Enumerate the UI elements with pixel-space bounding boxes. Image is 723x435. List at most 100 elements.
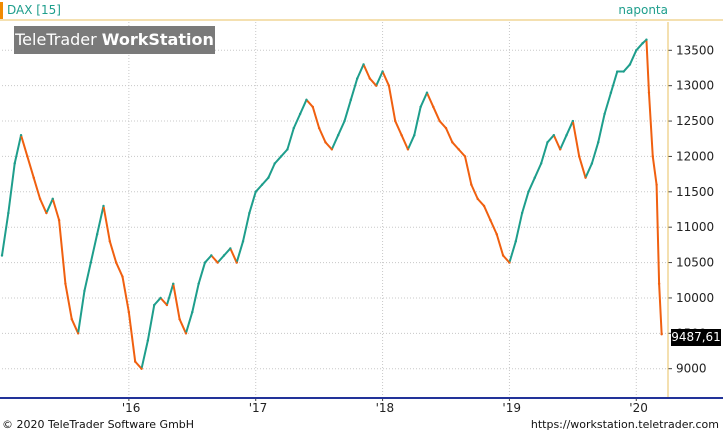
series-segment — [565, 120, 574, 137]
data-point — [584, 176, 587, 179]
data-point — [210, 254, 213, 257]
y-tick-label: 13500 — [676, 43, 714, 57]
x-tick-label: '20 — [629, 401, 648, 415]
series-segment — [514, 212, 524, 243]
data-point — [229, 247, 232, 250]
data-point — [222, 254, 226, 257]
footer-url[interactable]: https://workstation.teletrader.com — [530, 418, 719, 431]
x-tick-label: '17 — [249, 401, 268, 415]
data-point — [241, 240, 245, 243]
series-segment — [406, 134, 416, 151]
series-segment — [77, 289, 86, 335]
series-segment — [83, 261, 92, 292]
series-segment — [571, 120, 581, 158]
data-point — [514, 240, 517, 243]
series-segment — [527, 176, 536, 193]
data-point — [597, 141, 600, 144]
data-point — [159, 296, 162, 300]
instrument-title[interactable]: DAX [15] — [7, 3, 61, 17]
series-segment — [508, 240, 517, 264]
data-point — [267, 176, 270, 179]
teletrader-logo: TeleTrader WorkStation — [14, 26, 215, 54]
data-point — [127, 310, 131, 314]
y-tick-label: 12500 — [676, 114, 714, 128]
y-tick-label: 10000 — [676, 291, 714, 305]
data-point — [83, 289, 86, 293]
data-point — [178, 317, 181, 321]
y-tick-label: 11000 — [676, 220, 714, 234]
series-segment — [216, 254, 225, 264]
series-segment — [1, 212, 10, 257]
series-segment — [242, 212, 251, 243]
series-segment — [203, 254, 213, 264]
series-segment — [337, 120, 346, 137]
data-point — [121, 275, 124, 278]
data-point — [451, 141, 454, 144]
data-point — [400, 134, 403, 137]
series-segment — [658, 282, 663, 336]
data-point — [305, 98, 308, 102]
series-segment — [647, 91, 654, 158]
series-segment — [324, 141, 333, 151]
data-point — [26, 155, 29, 158]
y-tick-label: 10500 — [676, 256, 714, 270]
data-point — [7, 211, 10, 215]
data-point — [260, 183, 264, 186]
series-segment — [7, 162, 16, 215]
data-point — [501, 254, 505, 257]
data-point — [381, 70, 384, 73]
series-segment — [108, 240, 118, 264]
series-segment — [146, 304, 156, 342]
data-point — [38, 197, 42, 201]
series-segment — [483, 204, 492, 222]
data-point — [191, 310, 194, 314]
series-segment — [394, 120, 403, 137]
data-point — [203, 261, 207, 264]
series-segment — [318, 127, 327, 144]
data-point — [565, 134, 568, 137]
data-point — [64, 282, 67, 285]
data-point — [45, 211, 48, 215]
data-point — [432, 105, 435, 109]
series-segment — [229, 247, 238, 264]
instrument-color-marker — [0, 2, 3, 19]
series-segment — [280, 148, 289, 158]
series-segment — [292, 112, 302, 130]
series-segment — [495, 233, 505, 257]
data-point — [356, 77, 359, 80]
series-segment — [191, 282, 200, 314]
data-point — [362, 63, 365, 66]
series-segment — [343, 98, 352, 123]
series-segment — [362, 63, 371, 80]
series-segment — [387, 84, 397, 123]
data-point — [51, 197, 54, 201]
data-point — [438, 119, 441, 123]
data-point — [533, 176, 536, 179]
period-label[interactable]: naponta — [618, 3, 668, 17]
price-series — [0, 38, 663, 370]
series-segment — [13, 134, 23, 165]
series-segment — [102, 204, 111, 243]
series-segment — [521, 190, 530, 215]
data-point — [32, 176, 35, 179]
series-segment — [159, 296, 168, 307]
series-segment — [645, 38, 650, 94]
y-tick-label: 9000 — [676, 362, 707, 376]
data-point — [413, 134, 416, 137]
data-point — [520, 211, 524, 215]
data-point — [622, 70, 625, 73]
data-point — [655, 183, 658, 186]
series-segment — [20, 134, 29, 158]
data-point — [558, 148, 562, 151]
data-point — [394, 119, 397, 123]
series-segment — [121, 275, 130, 314]
data-point — [368, 77, 372, 80]
series-segment — [546, 134, 555, 144]
data-point — [641, 42, 644, 45]
series-segment — [609, 70, 619, 94]
data-point — [298, 112, 302, 116]
data-point — [57, 218, 61, 222]
series-segment — [533, 162, 543, 179]
